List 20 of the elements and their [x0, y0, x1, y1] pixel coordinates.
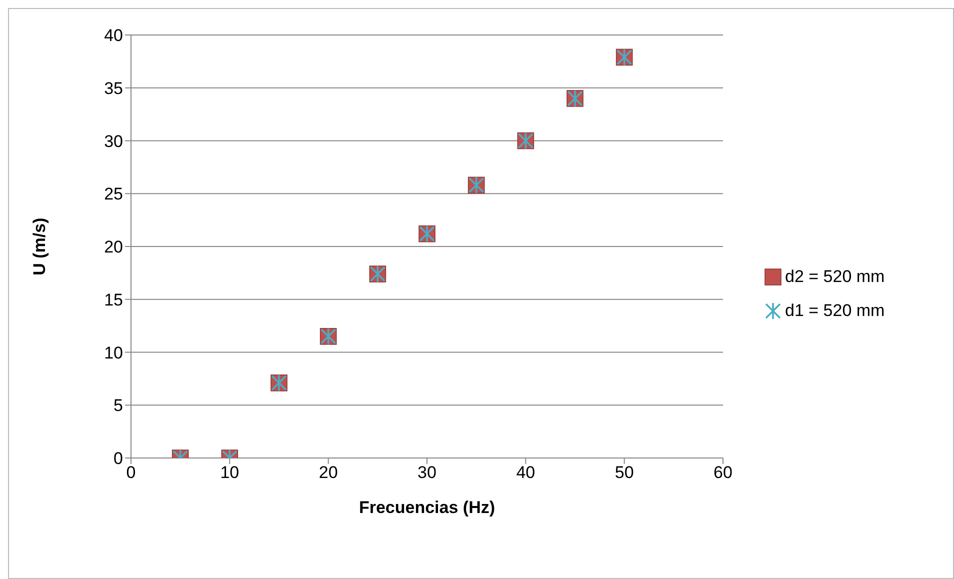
y-axis-title: U (m/s)	[30, 218, 50, 276]
legend-label: d2 = 520 mm	[785, 266, 885, 286]
y-tick-label: 0	[114, 449, 123, 468]
x-tick-label: 10	[220, 463, 240, 482]
x-tick-label: 0	[126, 463, 136, 482]
x-tick-label: 50	[614, 463, 634, 482]
y-tick-label: 10	[104, 343, 123, 362]
x-tick-label: 40	[516, 463, 536, 482]
y-tick-label: 40	[104, 26, 123, 46]
y-tick-label: 15	[104, 290, 123, 310]
x-tick-label: 60	[714, 463, 732, 482]
legend-label: d1 = 520 mm	[785, 300, 885, 320]
y-tick-label: 25	[104, 184, 123, 204]
x-tick-label: 30	[418, 463, 436, 482]
y-tick-label: 30	[104, 132, 123, 151]
x-axis-title: Frecuencias (Hz)	[358, 498, 496, 517]
y-tick-label: 35	[104, 78, 123, 98]
y-tick-label: 5	[114, 396, 123, 416]
y-tick-label: 20	[104, 238, 123, 257]
x-tick-label: 20	[318, 463, 338, 482]
